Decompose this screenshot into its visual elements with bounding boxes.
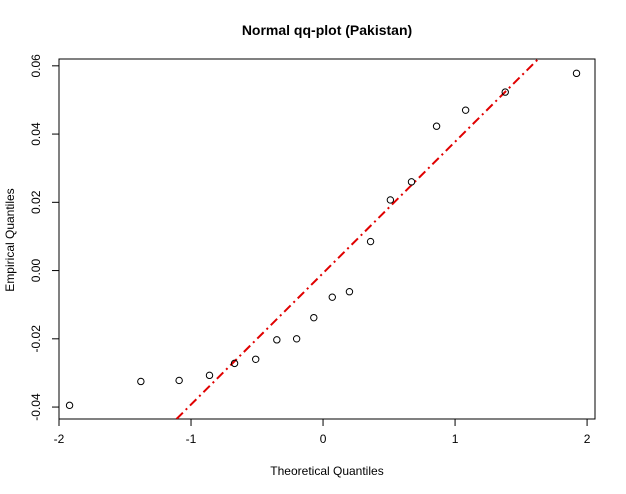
plot-frame xyxy=(58,58,596,420)
data-point xyxy=(273,336,281,344)
data-point xyxy=(310,313,318,322)
x-tick-label: -2 xyxy=(54,432,65,446)
data-point xyxy=(65,401,74,410)
reference-line xyxy=(175,59,539,419)
plot-area xyxy=(65,59,581,419)
x-tick-label: -1 xyxy=(186,432,197,446)
y-tick-label: -0.02 xyxy=(29,325,43,353)
data-point xyxy=(407,178,416,186)
data-point xyxy=(292,335,301,343)
data-point xyxy=(328,293,336,301)
data-point xyxy=(345,288,354,296)
x-tick-label: 2 xyxy=(584,432,591,446)
data-point xyxy=(386,196,395,204)
data-point xyxy=(205,371,214,380)
x-tick-label: 1 xyxy=(452,432,459,446)
y-tick-label: -0.04 xyxy=(29,393,43,421)
y-axis: -0.04 -0.02 0.00 0.02 0.04 0.06 xyxy=(29,54,60,421)
data-point xyxy=(366,237,375,246)
chart-title: Normal qq-plot (Pakistan) xyxy=(242,22,412,38)
y-tick-label: 0.06 xyxy=(29,54,43,78)
x-tick-label: 0 xyxy=(320,432,327,446)
x-axis: -2 -1 0 1 2 xyxy=(54,418,591,446)
y-tick-label: 0.02 xyxy=(29,190,43,214)
y-tick-label: 0.00 xyxy=(29,259,43,283)
data-point xyxy=(230,359,239,368)
data-point xyxy=(501,88,509,96)
data-point xyxy=(461,106,470,114)
y-axis-label: Empirical Quantiles xyxy=(3,188,17,291)
data-point xyxy=(432,122,441,130)
data-point xyxy=(137,377,145,386)
data-point xyxy=(572,69,581,78)
data-point xyxy=(252,355,260,363)
y-tick-label: 0.04 xyxy=(29,122,43,146)
data-point xyxy=(175,376,183,385)
x-axis-label: Theoretical Quantiles xyxy=(270,464,383,478)
